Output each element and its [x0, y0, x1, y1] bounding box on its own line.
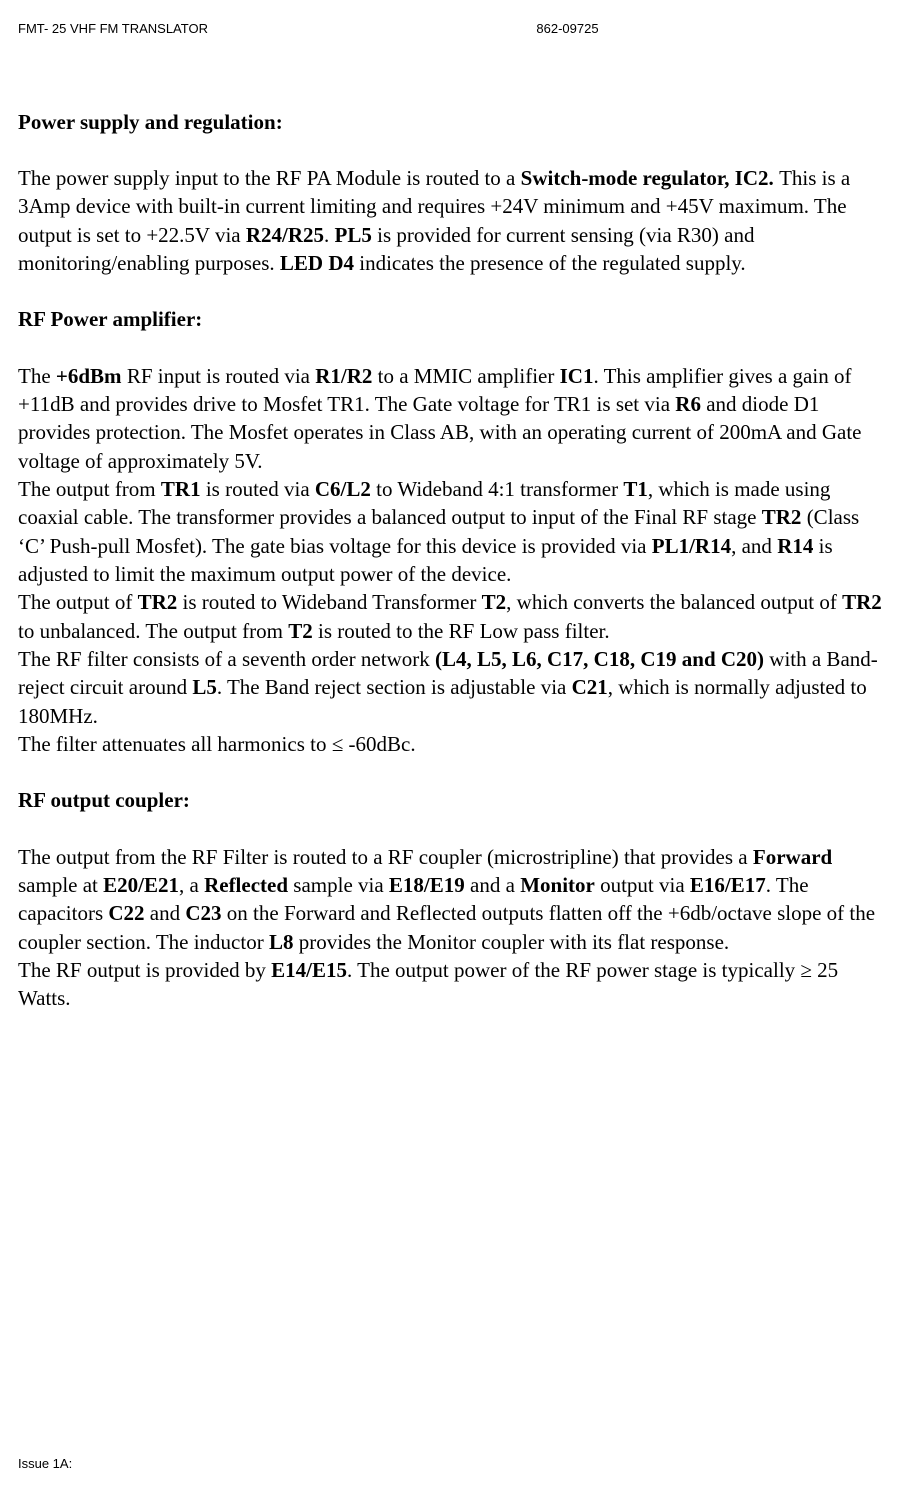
text: , a	[179, 873, 204, 897]
text: indicates the presence of the regulated …	[354, 251, 746, 275]
page: FMT- 25 VHF FM TRANSLATOR 862-09725 Powe…	[18, 20, 882, 1473]
paragraph-rf-coupler-1: The output from the RF Filter is routed …	[18, 843, 882, 956]
text: provides the Monitor coupler with its fl…	[293, 930, 729, 954]
text-bold: LED D4	[280, 251, 354, 275]
text-bold: R14	[777, 534, 813, 558]
text: is routed via	[201, 477, 315, 501]
text: The RF output is provided by	[18, 958, 271, 982]
text: , which converts the balanced output of	[506, 590, 842, 614]
text: .	[324, 223, 335, 247]
text-bold: TR2	[842, 590, 882, 614]
page-footer: Issue 1A:	[18, 1455, 72, 1473]
text: to unbalanced. The output from	[18, 619, 288, 643]
page-header: FMT- 25 VHF FM TRANSLATOR 862-09725	[18, 20, 882, 38]
text-bold: TR2	[762, 505, 802, 529]
text-bold: R1/R2	[315, 364, 372, 388]
text: is routed to Wideband Transformer	[177, 590, 481, 614]
heading-rf-amplifier: RF Power amplifier:	[18, 305, 882, 333]
text-bold: Switch-mode regulator, IC2.	[521, 166, 779, 190]
text: sample at	[18, 873, 103, 897]
text-bold: C23	[185, 901, 221, 925]
paragraph-rf-amp-1: The +6dBm RF input is routed via R1/R2 t…	[18, 362, 882, 475]
paragraph-rf-amp-5: The filter attenuates all harmonics to ≤…	[18, 730, 882, 758]
header-right: 862-09725	[536, 20, 598, 38]
text: The RF filter consists of a seventh orde…	[18, 647, 435, 671]
text-bold: T1	[623, 477, 648, 501]
text: is routed to the RF Low pass filter.	[313, 619, 610, 643]
text: The power supply input to the RF PA Modu…	[18, 166, 521, 190]
text: to a MMIC amplifier	[372, 364, 559, 388]
text-bold: Reflected	[204, 873, 288, 897]
text-bold: TR2	[138, 590, 178, 614]
header-left: FMT- 25 VHF FM TRANSLATOR	[18, 20, 536, 38]
text-bold: T2	[288, 619, 313, 643]
text-bold: T2	[482, 590, 507, 614]
heading-power-supply: Power supply and regulation:	[18, 108, 882, 136]
text-bold: PL5	[335, 223, 372, 247]
text: . The Band reject section is adjustable …	[217, 675, 572, 699]
text-bold: E20/E21	[103, 873, 179, 897]
paragraph-rf-coupler-2: The RF output is provided by E14/E15. Th…	[18, 956, 882, 1013]
text-bold: E14/E15	[271, 958, 347, 982]
text: output via	[595, 873, 690, 897]
paragraph-rf-amp-4: The RF filter consists of a seventh orde…	[18, 645, 882, 730]
text: The filter attenuates all harmonics to ≤…	[18, 732, 416, 756]
text-bold: TR1	[161, 477, 201, 501]
text-bold: R6	[675, 392, 701, 416]
text-bold: L5	[192, 675, 217, 699]
text-bold: L8	[269, 930, 294, 954]
text-bold: E18/E19	[389, 873, 465, 897]
text-bold: +6dBm	[56, 364, 122, 388]
heading-rf-coupler: RF output coupler:	[18, 786, 882, 814]
text: The	[18, 364, 56, 388]
text-bold: C6/L2	[315, 477, 371, 501]
text-bold: C21	[572, 675, 608, 699]
text-bold: C22	[108, 901, 144, 925]
paragraph-rf-amp-3: The output of TR2 is routed to Wideband …	[18, 588, 882, 645]
text-bold: Forward	[753, 845, 832, 869]
text: The output of	[18, 590, 138, 614]
text-bold: (L4, L5, L6, C17, C18, C19 and C20)	[435, 647, 764, 671]
text-bold: R24/R25	[246, 223, 324, 247]
text: sample via	[288, 873, 389, 897]
text-bold: PL1/R14	[652, 534, 731, 558]
paragraph-rf-amp-2: The output from TR1 is routed via C6/L2 …	[18, 475, 882, 588]
text: RF input is routed via	[122, 364, 316, 388]
text: , and	[731, 534, 777, 558]
text: to Wideband 4:1 transformer	[371, 477, 623, 501]
paragraph-power-supply: The power supply input to the RF PA Modu…	[18, 164, 882, 277]
text-bold: E16/E17	[690, 873, 766, 897]
text: The output from the RF Filter is routed …	[18, 845, 753, 869]
text: and a	[465, 873, 520, 897]
text-bold: IC1	[560, 364, 594, 388]
text-bold: Monitor	[520, 873, 595, 897]
text: The output from	[18, 477, 161, 501]
text: and	[145, 901, 186, 925]
